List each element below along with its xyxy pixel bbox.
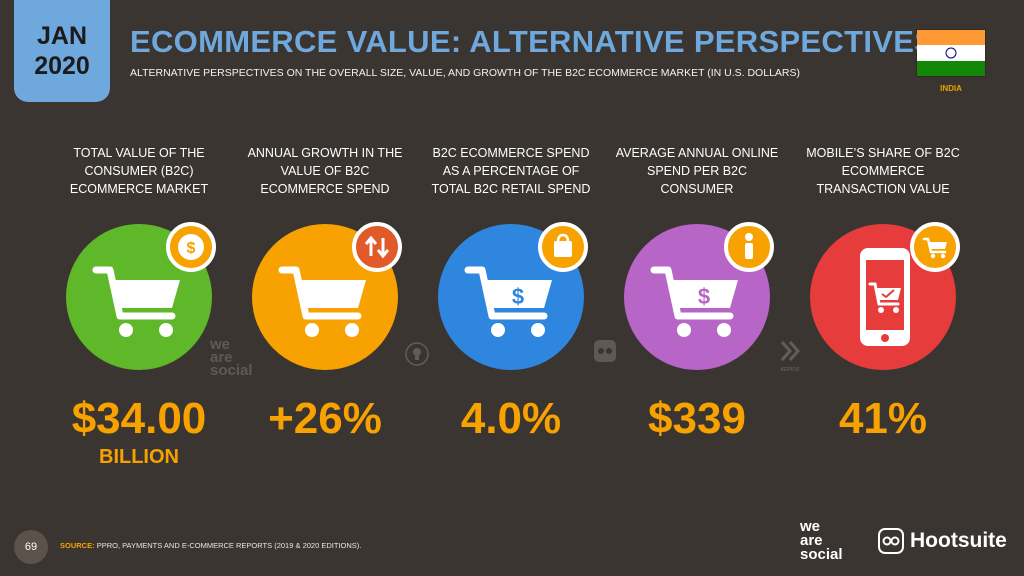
source-label: SOURCE:: [60, 541, 95, 550]
cart-dollar-icon: $: [650, 266, 738, 337]
kepios-logo: KEPIOS: [778, 340, 802, 373]
metric-avg-spend: AVERAGE ANNUAL ONLINE SPEND PER B2C CONS…: [612, 144, 782, 443]
person-icon: [724, 222, 774, 272]
shopping-bag-icon: [538, 222, 588, 272]
metric-label: AVERAGE ANNUAL ONLINE SPEND PER B2C CONS…: [615, 146, 779, 196]
metric-unit: BILLION: [99, 446, 179, 468]
svg-text:$: $: [512, 284, 524, 309]
watermark-we-are-social: we are social: [210, 336, 253, 379]
owl-icon: [592, 338, 618, 369]
cart-icon: [278, 266, 366, 337]
metric-total-value: TOTAL VALUE OF THE CONSUMER (B2C) ECOMME…: [54, 144, 224, 468]
source-note: SOURCE: PPRO, PAYMENTS AND E-COMMERCE RE…: [60, 541, 361, 550]
metric-label: B2C ECOMMERCE SPEND AS A PERCENTAGE OF T…: [431, 146, 591, 196]
owl-icon: [878, 528, 904, 554]
lightbulb-icon: [403, 340, 431, 373]
we-are-social-logo: we are social: [800, 518, 843, 563]
page-title: ECOMMERCE VALUE: ALTERNATIVE PERSPECTIVE…: [130, 24, 936, 59]
up-down-arrows-icon: [352, 222, 402, 272]
page-subtitle: ALTERNATIVE PERSPECTIVES ON THE OVERALL …: [130, 67, 800, 79]
hootsuite-logo: Hootsuite: [878, 528, 1007, 554]
metric-value: 4.0%: [460, 394, 562, 443]
metric-label: ANNUAL GROWTH IN THE VALUE OF B2C ECOMME…: [247, 146, 403, 196]
cart-icon: [910, 222, 960, 272]
date-month: JAN: [36, 22, 87, 50]
metric-label: MOBILE’S SHARE OF B2C ECOMMERCE TRANSACT…: [806, 146, 960, 196]
metric-label: TOTAL VALUE OF THE CONSUMER (B2C) ECOMME…: [69, 146, 209, 196]
svg-text:$: $: [698, 284, 710, 309]
source-text: PPRO, PAYMENTS AND E-COMMERCE REPORTS (2…: [96, 541, 362, 550]
date-badge: JAN 2020: [14, 0, 110, 102]
metric-ecommerce-share-retail: B2C ECOMMERCE SPEND AS A PERCENTAGE OF T…: [426, 144, 596, 443]
svg-text:$: $: [187, 240, 196, 257]
country-label: INDIA: [940, 84, 962, 93]
cart-icon: [92, 266, 180, 337]
metric-value: 41%: [838, 394, 928, 443]
date-year: 2020: [34, 52, 90, 80]
metric-value: $339: [648, 394, 746, 443]
metric-annual-growth: ANNUAL GROWTH IN THE VALUE OF B2C ECOMME…: [240, 144, 410, 443]
india-flag-icon: [917, 30, 985, 76]
page-number: 69: [14, 530, 48, 564]
metric-value: $34.00: [71, 394, 207, 443]
metric-value: +26%: [268, 394, 382, 443]
mobile-phone-icon: [860, 248, 910, 346]
dollar-coin-icon: $: [166, 222, 216, 272]
metric-mobile-share: MOBILE’S SHARE OF B2C ECOMMERCE TRANSACT…: [798, 144, 968, 443]
cart-dollar-icon: $: [464, 266, 552, 337]
